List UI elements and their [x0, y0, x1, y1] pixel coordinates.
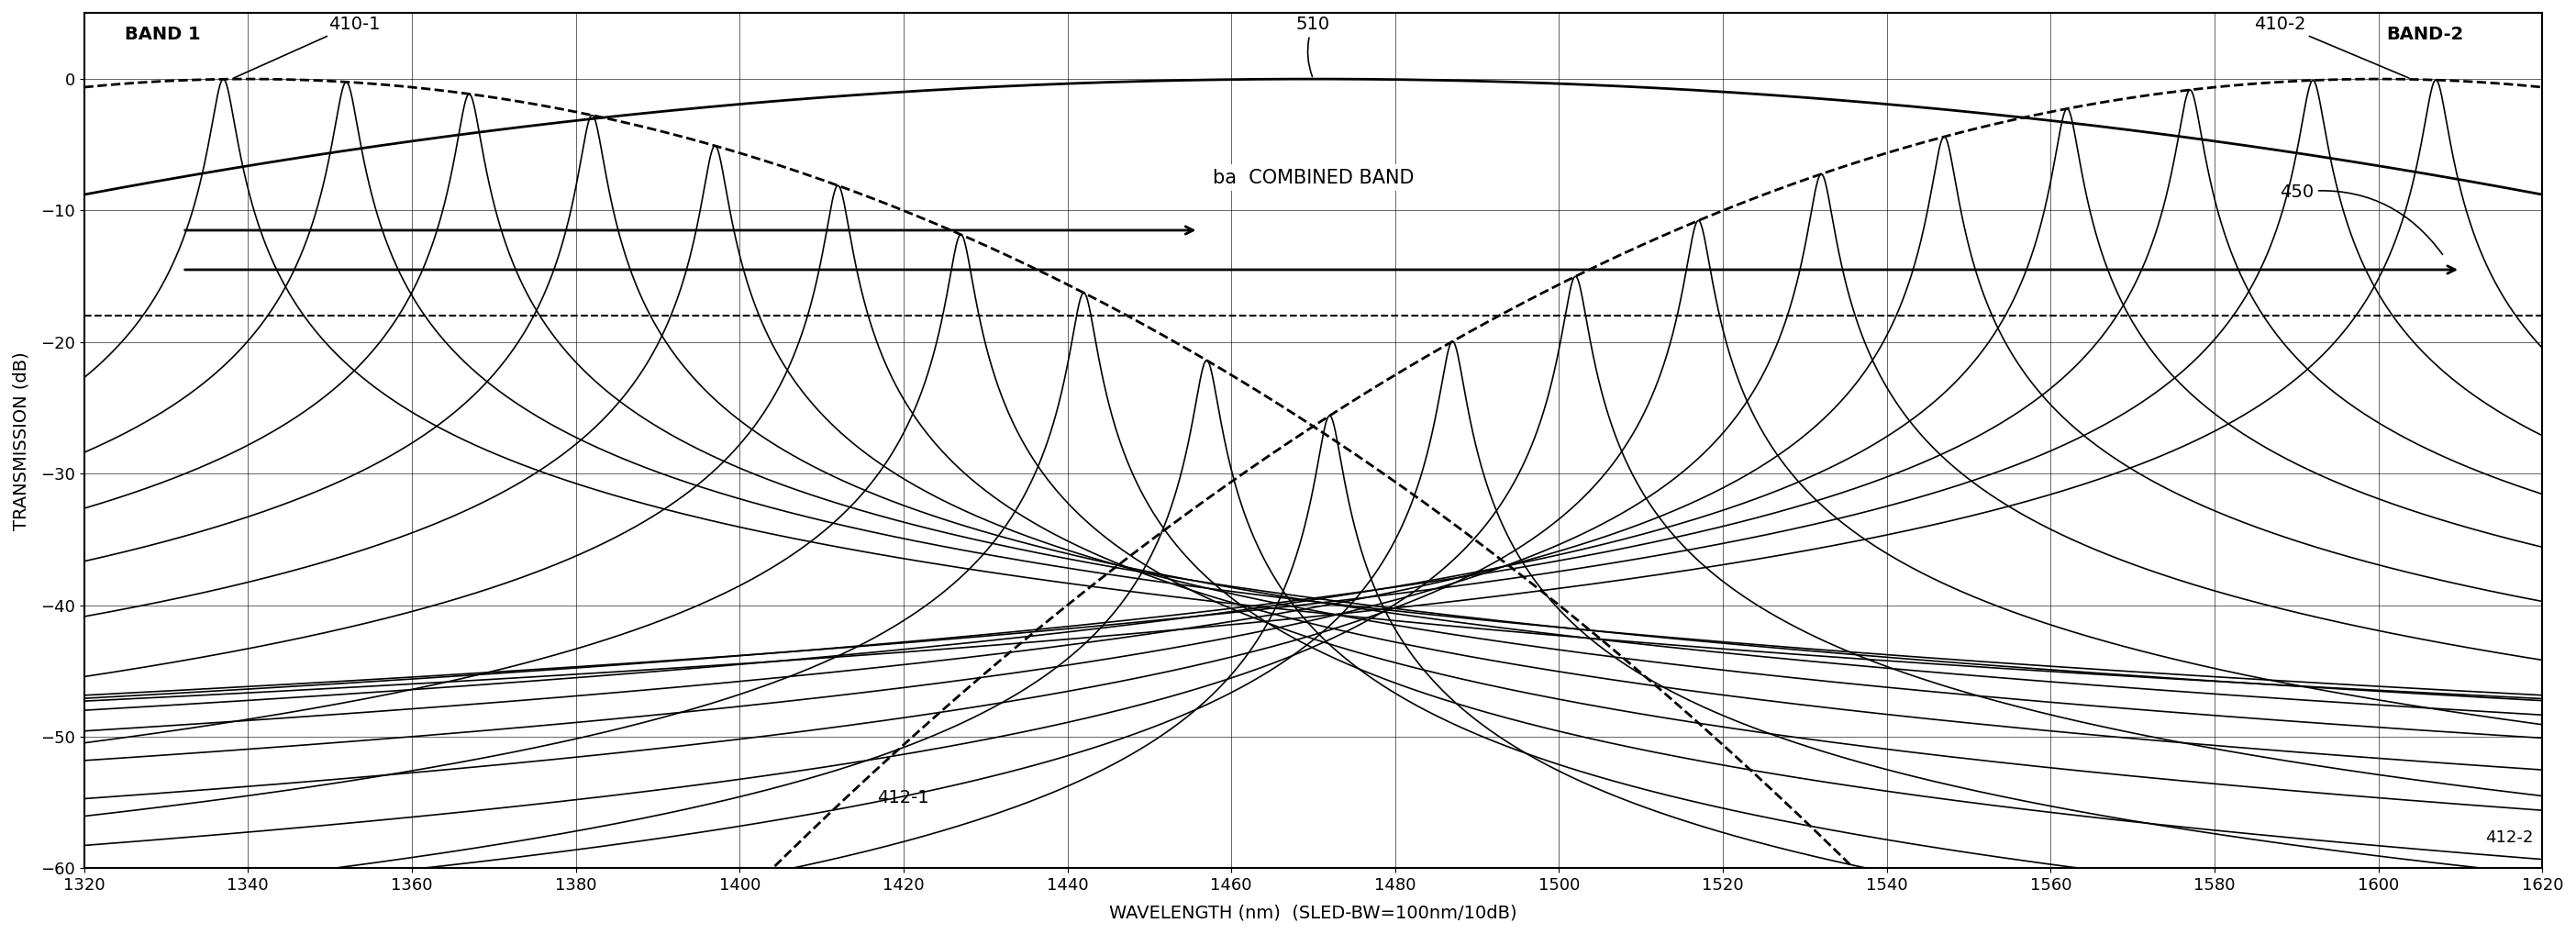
Text: 410-1: 410-1	[234, 15, 381, 78]
Y-axis label: TRANSMISSION (dB): TRANSMISSION (dB)	[13, 351, 31, 531]
Text: 412-2: 412-2	[2486, 829, 2532, 845]
Text: 410-2: 410-2	[2254, 15, 2409, 78]
Text: ba  COMBINED BAND: ba COMBINED BAND	[1213, 168, 1414, 187]
X-axis label: WAVELENGTH (nm)  (SLED-BW=100nm/10dB): WAVELENGTH (nm) (SLED-BW=100nm/10dB)	[1110, 904, 1517, 921]
Text: 450: 450	[2280, 184, 2442, 254]
Text: 510: 510	[1296, 15, 1329, 77]
Text: BAND-2: BAND-2	[2388, 26, 2465, 43]
Text: BAND 1: BAND 1	[126, 26, 201, 43]
Text: 412-1: 412-1	[878, 788, 930, 806]
